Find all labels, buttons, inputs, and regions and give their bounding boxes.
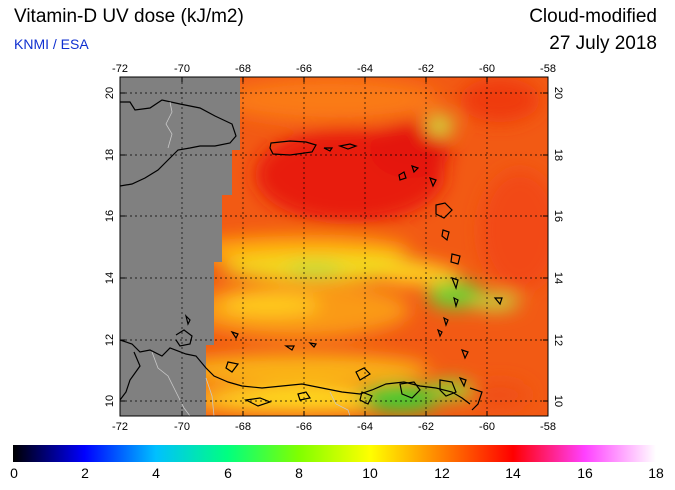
colorbar [13,445,656,462]
coastlines [119,99,503,411]
lon-tick-top: -58 [540,63,556,75]
tick-marks [119,77,549,416]
borders [151,101,351,417]
lon-tick-bottom: -60 [479,421,495,433]
lon-tick-top: -64 [357,63,373,75]
colorbar-label: 12 [434,465,450,481]
mode-label: Cloud-modified [529,6,657,27]
colorbar-label: 10 [362,465,378,481]
lat-tick-right: 12 [552,334,564,346]
lon-tick-bottom: -58 [540,421,556,433]
colorbar-label: 6 [224,465,232,481]
lon-tick-bottom: -68 [235,421,251,433]
lon-tick-bottom: -72 [112,421,128,433]
lon-tick-bottom: -62 [418,421,434,433]
lat-tick-right: 10 [552,395,564,407]
map-title: Vitamin-D UV dose (kJ/m2) [14,6,244,27]
colorbar-label: 4 [152,465,160,481]
colorbar-label: 0 [10,465,18,481]
lat-tick-left: 12 [104,334,116,346]
lon-tick-top: -62 [418,63,434,75]
date-label: 27 July 2018 [549,33,657,54]
colorbar-label: 14 [505,465,521,481]
map-frame [119,76,549,417]
lon-tick-bottom: -64 [357,421,373,433]
lon-tick-bottom: -66 [296,421,312,433]
colorbar-label: 8 [295,465,303,481]
lon-tick-top: -66 [296,63,312,75]
lat-tick-right: 20 [552,87,564,99]
lat-tick-left: 10 [104,395,116,407]
uv-field [120,77,548,416]
lon-tick-bottom: -70 [174,421,190,433]
lon-tick-top: -72 [112,63,128,75]
lat-tick-left: 18 [104,149,116,161]
lat-tick-left: 16 [104,210,116,222]
axis-tick-labels: -72 -70 -68 -66 -64 -62 -60 -58 -72 -70 … [104,63,564,433]
lat-tick-left: 20 [104,87,116,99]
lon-tick-top: -60 [479,63,495,75]
colorbar-label: 2 [81,465,89,481]
credit-label: KNMI / ESA [14,36,89,52]
colorbar-label: 16 [577,465,593,481]
lon-tick-top: -68 [235,63,251,75]
lat-tick-right: 14 [552,272,564,284]
graticule [120,77,548,416]
lon-tick-top: -70 [174,63,190,75]
colorbar-label: 18 [648,465,664,481]
lat-tick-right: 16 [552,210,564,222]
lat-tick-right: 18 [552,149,564,161]
lat-tick-left: 14 [104,272,116,284]
